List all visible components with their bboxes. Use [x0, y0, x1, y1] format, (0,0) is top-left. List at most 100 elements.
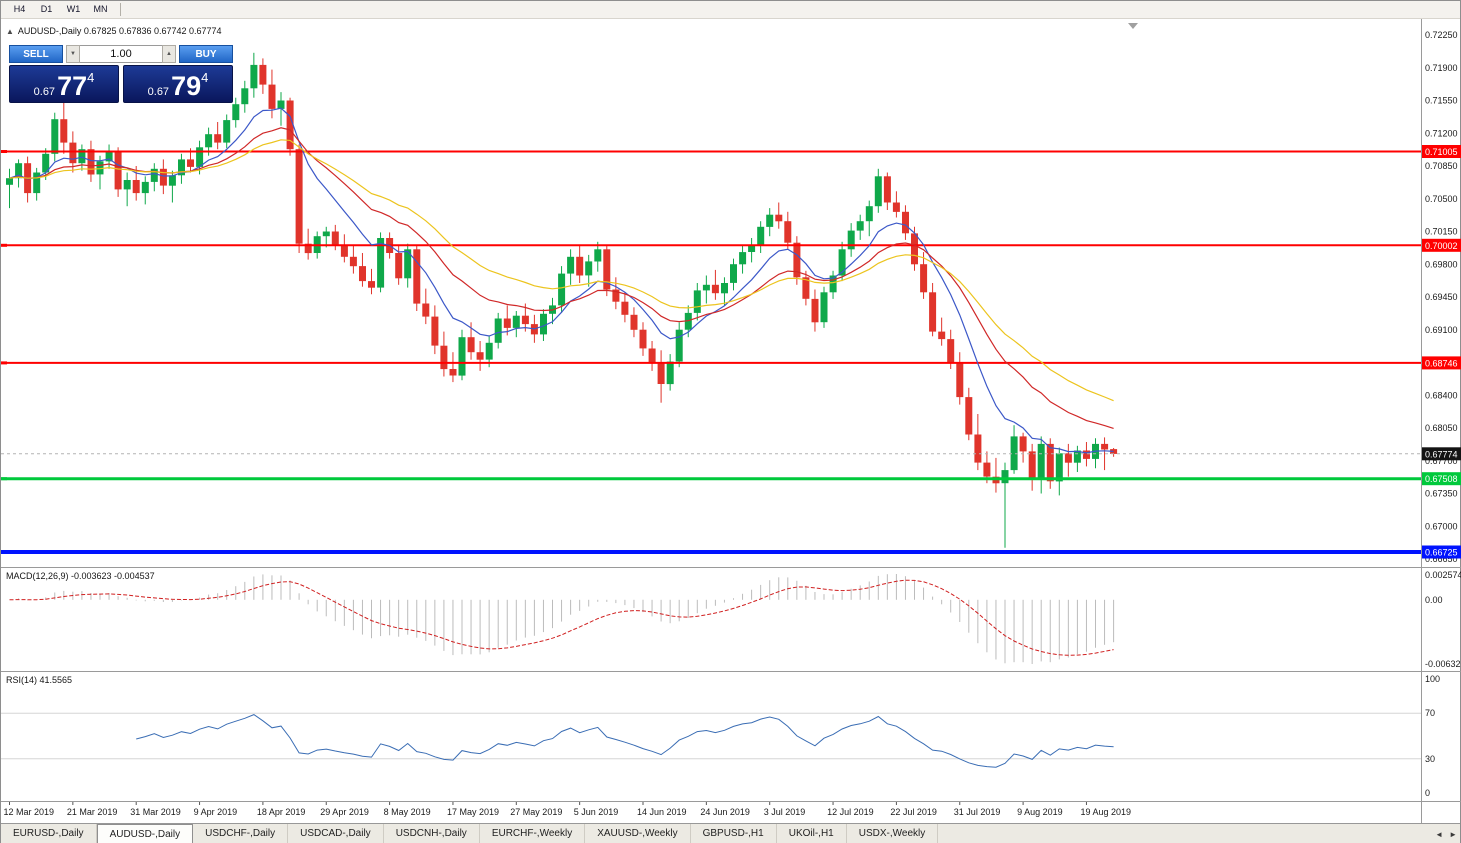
svg-text:29 Apr 2019: 29 Apr 2019 — [320, 807, 369, 817]
svg-text:0.68400: 0.68400 — [1425, 390, 1458, 400]
svg-text:0.68050: 0.68050 — [1425, 423, 1458, 433]
svg-text:21 Mar 2019: 21 Mar 2019 — [67, 807, 118, 817]
svg-text:22 Jul 2019: 22 Jul 2019 — [890, 807, 937, 817]
sell-price-fraction: 4 — [87, 70, 95, 85]
buy-price-pips: 79 — [171, 71, 202, 102]
macd-signal-line — [9, 579, 1114, 656]
collapse-panel-icon[interactable]: ▲ — [6, 27, 14, 36]
svg-text:0.71550: 0.71550 — [1425, 96, 1458, 106]
svg-text:14 Jun 2019: 14 Jun 2019 — [637, 807, 687, 817]
sell-button[interactable]: SELL — [9, 45, 63, 63]
volume-input[interactable] — [80, 45, 162, 63]
chart-shift-marker[interactable] — [1128, 23, 1138, 29]
svg-text:3 Jul 2019: 3 Jul 2019 — [764, 807, 806, 817]
svg-text:0.71900: 0.71900 — [1425, 63, 1458, 73]
timeframe-d1-button[interactable]: D1 — [33, 2, 60, 17]
svg-text:30: 30 — [1425, 754, 1435, 764]
chart-tab-usdx-weekly[interactable]: USDX-,Weekly — [847, 824, 939, 843]
svg-text:0.69800: 0.69800 — [1425, 259, 1458, 269]
sell-price-display[interactable]: 0.67 77 4 — [9, 65, 119, 103]
svg-text:0.002574: 0.002574 — [1425, 570, 1461, 580]
svg-text:19 Aug 2019: 19 Aug 2019 — [1081, 807, 1132, 817]
toolbar-separator — [120, 3, 121, 16]
volume-decrease-button[interactable]: ▼ — [66, 45, 80, 63]
svg-text:27 May 2019: 27 May 2019 — [510, 807, 562, 817]
candles-group — [6, 52, 1118, 548]
chart-tab-eurusd-daily[interactable]: EURUSD-,Daily — [1, 824, 97, 843]
svg-text:0.67000: 0.67000 — [1425, 521, 1458, 531]
chart-tab-audusd-daily[interactable]: AUDUSD-,Daily — [96, 824, 194, 843]
svg-text:24 Jun 2019: 24 Jun 2019 — [700, 807, 750, 817]
svg-text:0.67350: 0.67350 — [1425, 489, 1458, 499]
ma-line-19 — [9, 127, 1114, 429]
svg-text:17 May 2019: 17 May 2019 — [447, 807, 499, 817]
svg-text:0.68746: 0.68746 — [1425, 358, 1458, 368]
chart-tab-eurchf-weekly[interactable]: EURCHF-,Weekly — [480, 824, 586, 843]
svg-text:100: 100 — [1425, 674, 1440, 684]
macd-panel[interactable]: 0.002574 0.00 -0.006326 — [1, 567, 1461, 671]
svg-text:18 Apr 2019: 18 Apr 2019 — [257, 807, 306, 817]
svg-text:-0.006326: -0.006326 — [1425, 659, 1461, 669]
buy-price-prefix: 0.67 — [147, 86, 170, 98]
svg-text:0.67508: 0.67508 — [1425, 474, 1458, 484]
svg-text:31 Mar 2019: 31 Mar 2019 — [130, 807, 181, 817]
price-axis-tags: 0.71005 0.70002 0.68746 0.67508 0.66725 0.677… — [1422, 145, 1461, 559]
rsi-line — [136, 714, 1114, 768]
svg-text:31 Jul 2019: 31 Jul 2019 — [954, 807, 1001, 817]
date-axis-labels: 12 Mar 2019 21 Mar 2019 31 Mar 2019 9 Apr 2… — [4, 802, 1132, 817]
svg-text:0.70850: 0.70850 — [1425, 161, 1458, 171]
chart-tabs: EURUSD-,Daily AUDUSD-,Daily USDCHF-,Daily U… — [1, 824, 939, 843]
timeframe-mn-button[interactable]: MN — [87, 2, 114, 17]
ma-line-30 — [9, 139, 1114, 402]
svg-text:0.71005: 0.71005 — [1425, 147, 1458, 157]
svg-text:0.70002: 0.70002 — [1425, 241, 1458, 251]
chart-tab-gbpusd-h1[interactable]: GBPUSD-,H1 — [691, 824, 777, 843]
svg-text:0.70150: 0.70150 — [1425, 227, 1458, 237]
buy-price-display[interactable]: 0.67 79 4 — [123, 65, 233, 103]
svg-text:0.69100: 0.69100 — [1425, 325, 1458, 335]
price-chart[interactable]: 0.72250 0.71900 0.71550 0.71200 0.70850 0.705… — [1, 19, 1461, 567]
horizontal-price-lines[interactable] — [1, 150, 1421, 554]
buy-price-fraction: 4 — [201, 70, 209, 85]
svg-text:70: 70 — [1425, 708, 1435, 718]
svg-text:0.71200: 0.71200 — [1425, 128, 1458, 138]
macd-indicator-label: MACD(12,26,9) -0.003623 -0.004537 — [6, 571, 155, 581]
timeframe-w1-button[interactable]: W1 — [60, 2, 87, 17]
tab-scroll-controls: ◄ ► — [1435, 824, 1457, 843]
chart-tab-xauusd-weekly[interactable]: XAUUSD-,Weekly — [585, 824, 691, 843]
svg-text:9 Aug 2019: 9 Aug 2019 — [1017, 807, 1063, 817]
volume-increase-button[interactable]: ▲ — [162, 45, 176, 63]
macd-histogram — [18, 574, 1115, 664]
ohlc-info-text: AUDUSD-,Daily 0.67825 0.67836 0.67742 0.… — [17, 26, 222, 36]
date-axis[interactable]: 12 Mar 2019 21 Mar 2019 31 Mar 2019 9 Apr 2… — [1, 801, 1461, 823]
chart-ohlc-info: ▲ AUDUSD-,Daily 0.67825 0.67836 0.67742 0… — [6, 26, 222, 36]
chart-tab-usdchf-daily[interactable]: USDCHF-,Daily — [193, 824, 289, 843]
svg-text:0.69450: 0.69450 — [1425, 292, 1458, 302]
tabs-scroll-left-icon[interactable]: ◄ — [1435, 830, 1444, 839]
svg-text:0.67700: 0.67700 — [1425, 456, 1458, 466]
chart-tab-ukoil-h1[interactable]: UKOil-,H1 — [777, 824, 847, 843]
buy-button[interactable]: BUY — [179, 45, 233, 63]
svg-text:0.72250: 0.72250 — [1425, 30, 1458, 40]
chart-tab-usdcad-daily[interactable]: USDCAD-,Daily — [288, 824, 384, 843]
svg-text:9 Apr 2019: 9 Apr 2019 — [194, 807, 238, 817]
chart-tab-bar: EURUSD-,Daily AUDUSD-,Daily USDCHF-,Daily U… — [1, 823, 1460, 843]
svg-text:0.70500: 0.70500 — [1425, 194, 1458, 204]
svg-text:12 Jul 2019: 12 Jul 2019 — [827, 807, 874, 817]
timeframe-toolbar: H4 D1 W1 MN — [1, 1, 1460, 19]
timeframe-h4-button[interactable]: H4 — [6, 2, 33, 17]
rsi-panel[interactable]: 100 70 30 0 — [1, 671, 1461, 801]
svg-text:0.66650: 0.66650 — [1425, 554, 1458, 564]
svg-text:0: 0 — [1425, 788, 1430, 798]
svg-text:0.66725: 0.66725 — [1425, 548, 1458, 558]
sell-price-pips: 77 — [57, 71, 88, 102]
tabs-scroll-right-icon[interactable]: ► — [1449, 830, 1457, 839]
svg-text:0.67774: 0.67774 — [1425, 449, 1458, 459]
svg-text:0.00: 0.00 — [1425, 595, 1443, 605]
sell-price-prefix: 0.67 — [33, 86, 56, 98]
volume-control: ▼ ▲ — [66, 45, 176, 63]
chart-tab-usdcnh-daily[interactable]: USDCNH-,Daily — [384, 824, 480, 843]
svg-text:12 Mar 2019: 12 Mar 2019 — [4, 807, 55, 817]
svg-text:5 Jun 2019: 5 Jun 2019 — [574, 807, 619, 817]
